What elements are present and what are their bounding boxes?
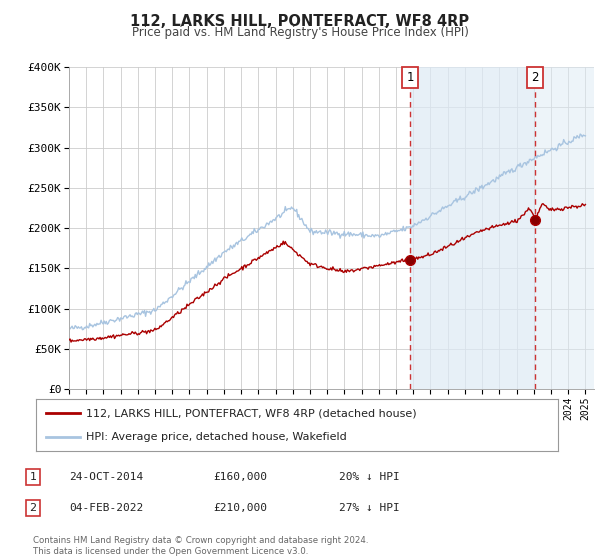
- Text: This data is licensed under the Open Government Licence v3.0.: This data is licensed under the Open Gov…: [33, 547, 308, 556]
- Text: 1: 1: [406, 71, 414, 84]
- Text: 112, LARKS HILL, PONTEFRACT, WF8 4RP: 112, LARKS HILL, PONTEFRACT, WF8 4RP: [130, 14, 470, 29]
- Text: Price paid vs. HM Land Registry's House Price Index (HPI): Price paid vs. HM Land Registry's House …: [131, 26, 469, 39]
- Text: £210,000: £210,000: [213, 503, 267, 513]
- Text: HPI: Average price, detached house, Wakefield: HPI: Average price, detached house, Wake…: [86, 432, 346, 442]
- Text: £160,000: £160,000: [213, 472, 267, 482]
- Text: Contains HM Land Registry data © Crown copyright and database right 2024.: Contains HM Land Registry data © Crown c…: [33, 536, 368, 545]
- Text: 1: 1: [29, 472, 37, 482]
- Text: 24-OCT-2014: 24-OCT-2014: [69, 472, 143, 482]
- Text: 20% ↓ HPI: 20% ↓ HPI: [339, 472, 400, 482]
- Text: 04-FEB-2022: 04-FEB-2022: [69, 503, 143, 513]
- Text: 2: 2: [29, 503, 37, 513]
- Text: 27% ↓ HPI: 27% ↓ HPI: [339, 503, 400, 513]
- Text: 112, LARKS HILL, PONTEFRACT, WF8 4RP (detached house): 112, LARKS HILL, PONTEFRACT, WF8 4RP (de…: [86, 408, 416, 418]
- Text: 2: 2: [532, 71, 539, 84]
- Bar: [535, 67, 594, 389]
- Bar: [410, 67, 535, 389]
